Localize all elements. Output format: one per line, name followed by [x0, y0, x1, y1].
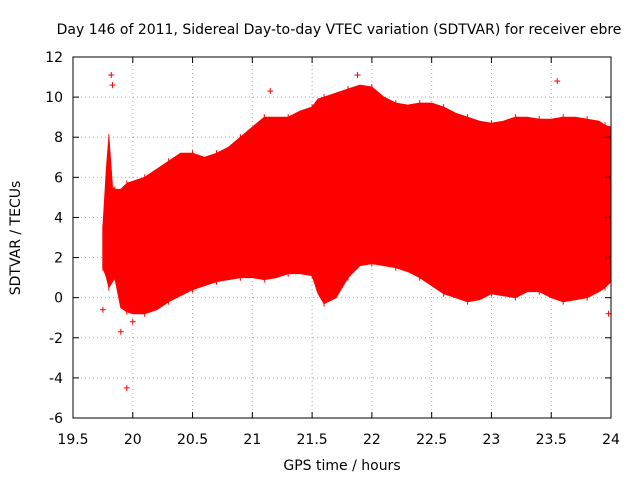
x-tick-label: 20.5: [177, 432, 208, 448]
outlier-point: [108, 72, 115, 79]
outlier-point: [99, 306, 106, 313]
outlier-point: [109, 82, 116, 89]
x-tick-label: 23: [483, 432, 501, 448]
x-axis-ticks: 19.5 20 20.5 21 21.5 22 22.5 23 23.5 24: [57, 57, 620, 448]
y-tick-label: 4: [54, 210, 63, 226]
x-tick-label: 24: [602, 432, 620, 448]
y-tick-label: -6: [49, 411, 63, 427]
x-axis-label: GPS time / hours: [283, 458, 400, 474]
y-tick-label: 2: [54, 251, 63, 267]
y-tick-label: -2: [49, 331, 63, 347]
x-tick-label: 19.5: [57, 432, 88, 448]
y-tick-label: 0: [54, 291, 63, 307]
y-tick-label: 6: [54, 170, 63, 186]
outlier-point: [129, 318, 136, 325]
chart-title: Day 146 of 2011, Sidereal Day-to-day VTE…: [57, 22, 622, 38]
x-tick-label: 21: [243, 432, 261, 448]
outlier-point: [554, 78, 561, 85]
y-tick-label: 10: [45, 90, 63, 106]
y-tick-label: -4: [49, 371, 63, 387]
x-tick-label: 23.5: [536, 432, 567, 448]
x-tick-label: 20: [124, 432, 142, 448]
outlier-point: [117, 328, 124, 335]
y-tick-label: 8: [54, 130, 63, 146]
outlier-point: [267, 88, 274, 95]
x-tick-label: 22: [363, 432, 381, 448]
outlier-point: [354, 72, 361, 79]
y-axis-label: SDTVAR / TECUs: [8, 181, 24, 296]
x-tick-label: 22.5: [416, 432, 447, 448]
error-band-area: [102, 84, 612, 315]
series-sdtvar: [99, 72, 612, 391]
plot-border: [72, 56, 612, 419]
y-tick-label: 12: [45, 50, 63, 66]
x-tick-label: 21.5: [297, 432, 328, 448]
outlier-point: [123, 384, 130, 391]
y-axis-ticks: -6 -4 -2 0 2 4 6 8 10 12: [45, 50, 611, 427]
